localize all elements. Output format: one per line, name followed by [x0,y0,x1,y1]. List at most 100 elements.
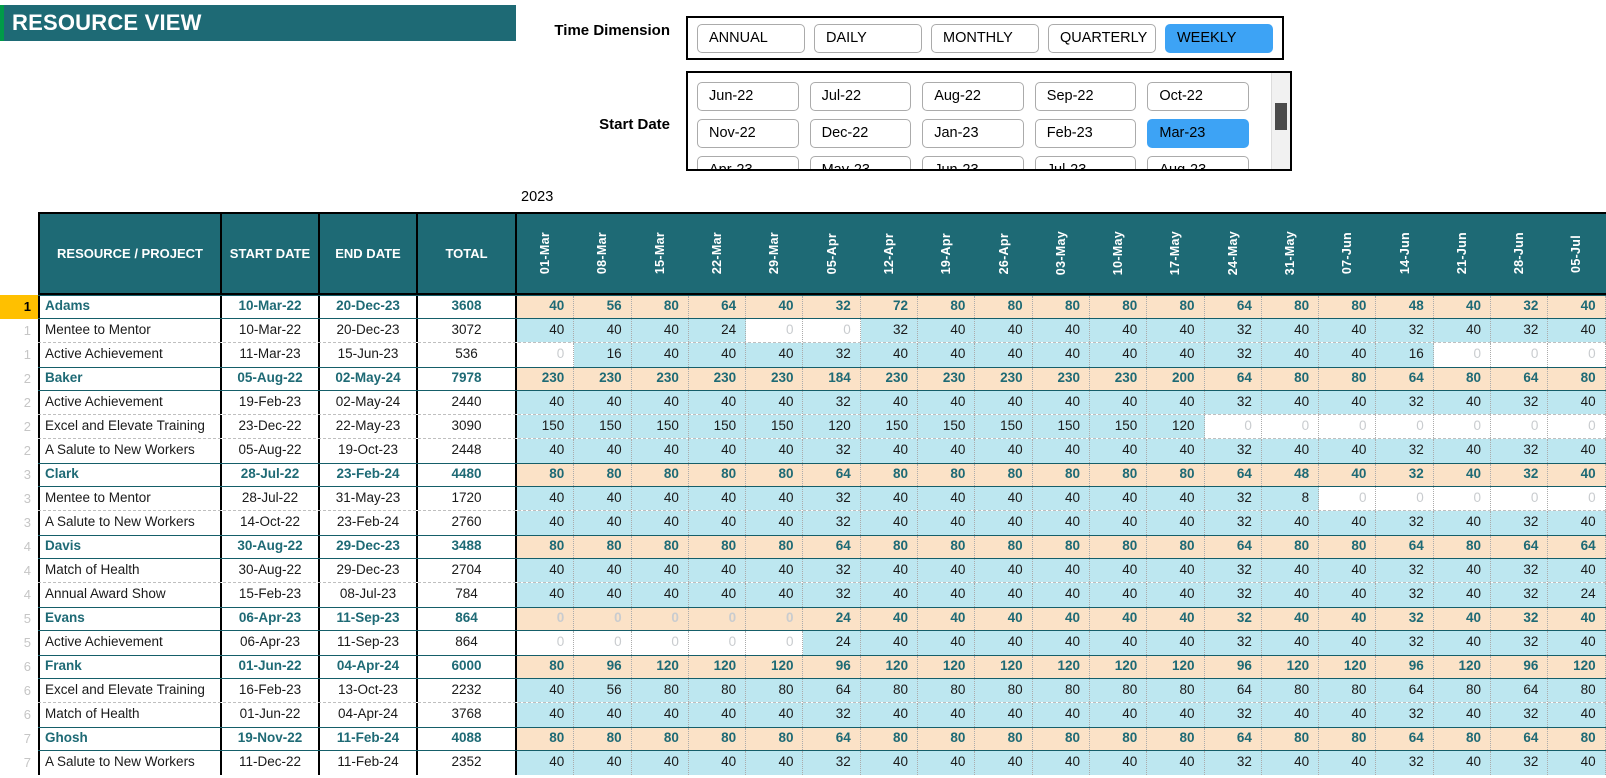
week-value-cell[interactable]: 80 [517,656,575,678]
week-value-cell[interactable]: 150 [631,415,689,438]
resource-name-cell[interactable]: Evans [38,608,222,630]
week-value-cell[interactable]: 150 [517,415,575,438]
week-value-cell[interactable]: 40 [1147,583,1205,607]
week-value-cell[interactable]: 32 [803,439,861,463]
week-value-cell[interactable]: 40 [574,583,632,607]
end-date-cell[interactable]: 02-May-24 [320,368,418,390]
week-value-cell[interactable]: 40 [517,751,575,775]
row-number-cell[interactable]: 2 [23,443,31,458]
week-value-cell[interactable]: 40 [1433,511,1492,535]
week-value-cell[interactable]: 24 [803,608,861,630]
time-option-annual[interactable]: ANNUAL [697,23,805,53]
week-value-cell[interactable]: 80 [746,679,804,702]
total-cell[interactable]: 2232 [418,679,517,702]
week-value-cell[interactable]: 40 [1433,391,1492,414]
week-value-cell[interactable]: 80 [1433,536,1492,558]
week-value-cell[interactable]: 80 [1089,296,1148,318]
end-date-cell[interactable]: 19-Oct-23 [320,439,418,463]
start-month-may-23[interactable]: May-23 [809,156,912,169]
week-value-cell[interactable]: 40 [688,487,747,510]
week-value-cell[interactable]: 32 [1491,608,1549,630]
week-value-cell[interactable]: 0 [1491,415,1549,438]
week-value-cell[interactable]: 0 [1491,487,1549,510]
start-month-jul-23[interactable]: Jul-23 [1034,156,1137,169]
week-value-cell[interactable]: 40 [1548,464,1606,486]
week-value-cell[interactable]: 32 [803,751,861,775]
resource-name-cell[interactable]: Excel and Elevate Training [38,679,222,702]
week-value-cell[interactable]: 40 [1032,511,1090,535]
week-value-cell[interactable]: 80 [918,728,976,750]
week-value-cell[interactable]: 40 [1433,464,1492,486]
week-value-cell[interactable]: 32 [1204,487,1262,510]
week-value-cell[interactable]: 32 [1376,319,1434,342]
start-date-cell[interactable]: 11-Mar-23 [222,343,320,367]
week-value-cell[interactable]: 40 [746,343,804,367]
week-value-cell[interactable]: 40 [975,608,1033,630]
row-number-cell[interactable]: 6 [23,707,31,722]
week-value-cell[interactable]: 40 [1548,751,1606,775]
week-value-cell[interactable]: 64 [803,679,861,702]
start-date-cell[interactable]: 10-Mar-22 [222,319,320,342]
week-value-cell[interactable]: 40 [975,439,1033,463]
week-value-cell[interactable]: 40 [1319,391,1377,414]
week-value-cell[interactable]: 32 [803,583,861,607]
week-value-cell[interactable]: 32 [1376,751,1434,775]
week-value-cell[interactable]: 32 [1376,559,1434,582]
week-value-cell[interactable]: 40 [1261,511,1320,535]
total-cell[interactable]: 6000 [418,656,517,678]
week-value-cell[interactable]: 40 [975,487,1033,510]
start-month-aug-23[interactable]: Aug-23 [1147,156,1249,169]
week-value-cell[interactable]: 40 [975,343,1033,367]
week-value-cell[interactable]: 80 [1433,368,1492,390]
week-value-cell[interactable]: 40 [631,703,689,727]
week-value-cell[interactable]: 0 [517,608,575,630]
end-date-cell[interactable]: 29-Dec-23 [320,559,418,582]
week-value-cell[interactable]: 40 [574,703,632,727]
end-date-cell[interactable]: 15-Jun-23 [320,343,418,367]
week-value-cell[interactable]: 40 [688,511,747,535]
row-number-cell[interactable]: 5 [23,611,31,626]
week-value-cell[interactable]: 64 [1204,679,1262,702]
total-cell[interactable]: 2760 [418,511,517,535]
total-cell[interactable]: 1720 [418,487,517,510]
week-value-cell[interactable]: 120 [1147,415,1205,438]
week-value-cell[interactable]: 32 [1491,391,1549,414]
end-date-cell[interactable]: 23-Feb-24 [320,464,418,486]
total-cell[interactable]: 3608 [418,296,517,318]
week-value-cell[interactable]: 40 [918,631,976,655]
total-cell[interactable]: 4088 [418,728,517,750]
week-value-cell[interactable]: 40 [918,583,976,607]
total-cell[interactable]: 2448 [418,439,517,463]
week-value-cell[interactable]: 40 [1261,583,1320,607]
week-value-cell[interactable]: 40 [1147,439,1205,463]
end-date-cell[interactable]: 11-Feb-24 [320,751,418,775]
week-value-cell[interactable]: 32 [1376,511,1434,535]
week-value-cell[interactable]: 40 [1089,583,1148,607]
week-value-cell[interactable]: 40 [1433,751,1492,775]
week-value-cell[interactable]: 64 [1376,368,1434,390]
week-value-cell[interactable]: 200 [1147,368,1205,390]
row-number-cell[interactable]: 6 [23,683,31,698]
total-cell[interactable]: 536 [418,343,517,367]
week-value-cell[interactable]: 32 [1376,608,1434,630]
week-value-cell[interactable]: 32 [1376,703,1434,727]
start-date-cell[interactable]: 19-Feb-23 [222,391,320,414]
week-value-cell[interactable]: 40 [631,391,689,414]
week-value-cell[interactable]: 230 [1032,368,1090,390]
week-value-cell[interactable]: 40 [1089,751,1148,775]
week-value-cell[interactable]: 0 [1376,487,1434,510]
week-value-cell[interactable]: 40 [517,487,575,510]
week-value-cell[interactable]: 80 [1548,679,1606,702]
week-value-cell[interactable]: 0 [746,319,804,342]
resource-name-cell[interactable]: Clark [38,464,222,486]
week-value-cell[interactable]: 0 [1548,487,1606,510]
week-value-cell[interactable]: 80 [1147,728,1205,750]
week-value-cell[interactable]: 40 [1433,631,1492,655]
week-value-cell[interactable]: 40 [746,703,804,727]
total-cell[interactable]: 2704 [418,559,517,582]
week-value-cell[interactable]: 0 [1319,487,1377,510]
week-value-cell[interactable]: 40 [975,751,1033,775]
row-number-cell[interactable]: 3 [23,515,31,530]
week-value-cell[interactable]: 32 [1204,511,1262,535]
week-value-cell[interactable]: 80 [975,728,1033,750]
